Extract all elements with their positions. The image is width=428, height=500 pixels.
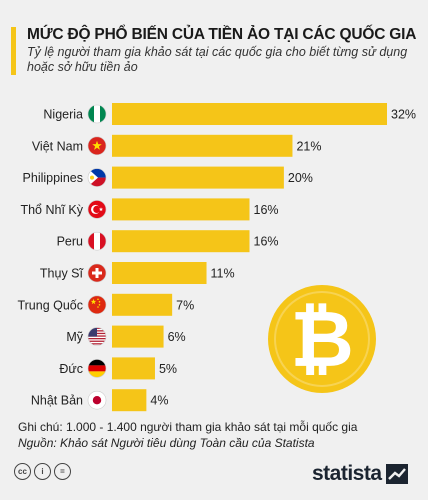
value-label: 32% xyxy=(391,108,416,122)
vietnam-flag-icon xyxy=(88,136,106,155)
bitcoin-icon: ₿ xyxy=(268,285,376,393)
brand-name: statista xyxy=(312,462,382,485)
category-label: Trung Quốc xyxy=(17,298,83,312)
category-label: Thổ Nhĩ Kỳ xyxy=(20,203,83,217)
category-label: Đức xyxy=(59,362,83,376)
bar-row: Nigeria 32% xyxy=(43,103,416,125)
bar-chart: ₿ Nigeria 32% Việt Nam 21% Philippines 20% Thổ … xyxy=(17,103,416,412)
turkey-flag-icon xyxy=(88,200,106,219)
value-label: 20% xyxy=(288,171,313,185)
value-label: 16% xyxy=(254,203,279,217)
chart-source: Nguồn: Khảo sát Người tiêu dùng Toàn cầu… xyxy=(18,436,315,450)
statista-logo[interactable]: statista xyxy=(312,462,408,486)
bar-row: Thổ Nhĩ Kỳ 16% xyxy=(20,198,279,221)
usa-flag-icon xyxy=(88,327,106,346)
bar xyxy=(112,389,147,412)
chart-title: MỨC ĐỘ PHỔ BIẾN CỦA TIỀN ẢO TẠI CÁC QUỐC… xyxy=(27,26,417,43)
bar-row: Peru 16% xyxy=(57,230,279,253)
by-icon: i xyxy=(34,463,51,480)
value-label: 6% xyxy=(168,330,186,344)
bar xyxy=(112,198,250,221)
nd-icon: = xyxy=(54,463,71,480)
bar xyxy=(112,103,387,125)
value-label: 7% xyxy=(176,298,194,312)
bar xyxy=(112,134,293,157)
value-label: 5% xyxy=(159,362,177,376)
svg-text:₿: ₿ xyxy=(290,295,354,385)
license-icons: cc i = xyxy=(14,463,71,480)
category-label: Nigeria xyxy=(43,108,83,122)
chart-subtitle: Tỷ lệ người tham gia khảo sát tại các qu… xyxy=(27,45,408,74)
bar-row: Philippines 20% xyxy=(23,166,313,189)
chart-note: Ghi chú: 1.000 - 1.400 người tham gia kh… xyxy=(18,420,358,434)
peru-flag-icon xyxy=(88,232,106,251)
bar-row: Trung Quốc 7% xyxy=(17,293,194,316)
cc-icon: cc xyxy=(14,463,31,480)
value-label: 16% xyxy=(254,235,279,249)
switzerland-flag-icon xyxy=(88,264,106,282)
category-label: Mỹ xyxy=(66,330,83,344)
bar xyxy=(112,230,250,253)
bar xyxy=(112,293,173,316)
bar xyxy=(112,262,207,284)
title-accent-bar xyxy=(11,27,16,75)
category-label: Peru xyxy=(57,235,83,249)
bar xyxy=(112,357,155,380)
category-label: Philippines xyxy=(23,171,83,185)
bar-row: Mỹ 6% xyxy=(66,325,186,348)
category-label: Nhật Bản xyxy=(31,394,83,408)
bar xyxy=(112,166,284,189)
value-label: 11% xyxy=(211,267,235,281)
bar-row: Đức 5% xyxy=(59,357,177,380)
category-label: Thụy Sĩ xyxy=(40,267,84,281)
bar xyxy=(112,325,164,348)
statista-mark-icon xyxy=(385,464,408,484)
category-label: Việt Nam xyxy=(32,139,83,153)
germany-flag-icon xyxy=(88,359,106,378)
philippines-flag-icon xyxy=(88,168,106,187)
bar-row: Thụy Sĩ 11% xyxy=(40,262,235,284)
nigeria-flag-icon xyxy=(88,105,106,123)
bar-row: Nhật Bản 4% xyxy=(31,389,168,412)
china-flag-icon xyxy=(88,295,106,314)
value-label: 21% xyxy=(296,139,321,153)
bar-row: Việt Nam 21% xyxy=(32,134,322,157)
value-label: 4% xyxy=(150,394,168,408)
japan-flag-icon xyxy=(88,391,106,410)
